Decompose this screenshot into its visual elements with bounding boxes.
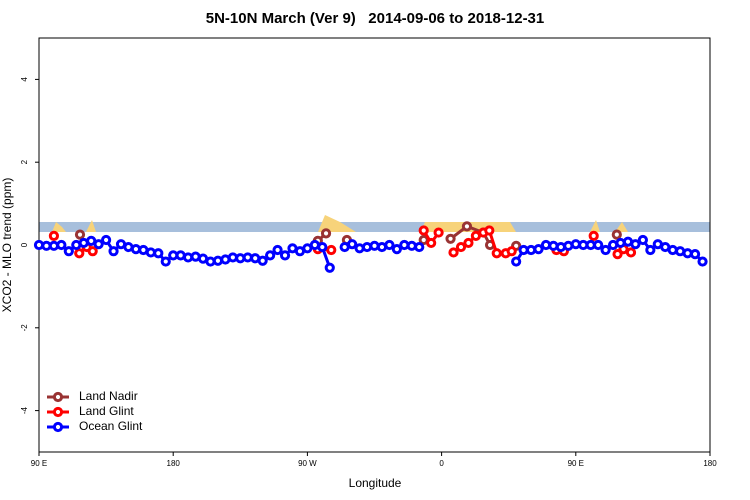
point xyxy=(461,221,473,232)
point xyxy=(74,248,85,259)
point xyxy=(630,239,641,250)
legend-label: Land Nadir xyxy=(79,389,138,403)
point xyxy=(153,248,164,259)
point xyxy=(48,230,60,241)
point xyxy=(491,248,502,259)
x-tick-label: 180 xyxy=(703,459,717,468)
land-patch xyxy=(318,215,356,232)
point xyxy=(637,234,649,246)
point xyxy=(63,246,74,257)
point xyxy=(697,256,708,267)
x-tick-label: 180 xyxy=(167,459,181,468)
land-patch xyxy=(590,220,600,232)
point xyxy=(426,237,437,249)
point xyxy=(611,229,622,240)
x-tick-label: 90 W xyxy=(298,459,317,468)
y-tick-label: 4 xyxy=(20,77,29,82)
y-tick-label: 2 xyxy=(20,159,29,164)
point xyxy=(414,241,425,253)
point xyxy=(511,256,522,267)
point xyxy=(455,241,467,253)
point xyxy=(320,228,332,239)
point xyxy=(593,239,604,251)
point xyxy=(101,234,112,246)
y-axis-label: XCO2 - MLO trend (ppm) xyxy=(0,178,14,313)
point xyxy=(600,244,611,256)
y-tick-label: 0 xyxy=(20,242,29,247)
point xyxy=(645,244,656,256)
point xyxy=(612,249,623,260)
point xyxy=(445,233,456,244)
point xyxy=(347,239,358,250)
legend-marker xyxy=(52,406,64,418)
point xyxy=(87,246,98,257)
band xyxy=(39,222,710,232)
point xyxy=(506,246,517,257)
point xyxy=(418,225,429,236)
point xyxy=(93,239,104,250)
background-band xyxy=(39,215,710,232)
x-axis-label: Longitude xyxy=(349,476,402,490)
y-tick-label: -4 xyxy=(20,406,29,414)
point xyxy=(257,255,268,266)
point xyxy=(279,250,291,261)
point xyxy=(272,244,283,256)
land-patch xyxy=(52,222,66,232)
legend-label: Land Glint xyxy=(79,404,134,418)
point xyxy=(56,239,67,251)
y-tick-label: -2 xyxy=(20,324,29,332)
point xyxy=(588,230,599,241)
point xyxy=(463,237,474,249)
x-tick-label: 90 E xyxy=(31,459,47,468)
legend-label: Ocean Glint xyxy=(79,419,143,433)
point xyxy=(448,247,459,258)
point xyxy=(160,256,171,267)
land-patch xyxy=(86,220,96,232)
point xyxy=(108,246,119,257)
point xyxy=(384,239,395,251)
chart-title: 5N-10N March (Ver 9) 2014-09-06 to 2018-… xyxy=(206,10,545,27)
x-tick-label: 90 E xyxy=(568,459,584,468)
point xyxy=(484,225,495,236)
point xyxy=(689,249,701,260)
point xyxy=(317,241,328,253)
legend-marker xyxy=(52,421,64,433)
point xyxy=(324,262,335,273)
point xyxy=(625,247,637,258)
point xyxy=(74,229,86,240)
legend-marker xyxy=(52,391,64,403)
land-patch xyxy=(615,222,628,232)
point xyxy=(533,244,544,255)
point xyxy=(265,250,276,261)
point xyxy=(433,227,444,238)
x-tick-label: 0 xyxy=(439,459,444,468)
point xyxy=(391,244,402,255)
point xyxy=(326,244,337,256)
